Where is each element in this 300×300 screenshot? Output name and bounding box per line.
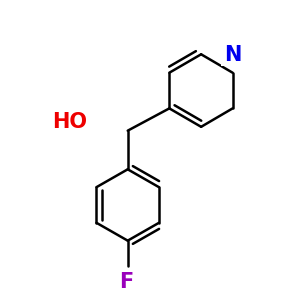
FancyBboxPatch shape	[48, 111, 91, 133]
Text: HO: HO	[52, 112, 87, 132]
FancyBboxPatch shape	[114, 271, 138, 293]
Text: F: F	[119, 272, 133, 292]
FancyBboxPatch shape	[221, 44, 245, 66]
Text: N: N	[224, 45, 242, 65]
